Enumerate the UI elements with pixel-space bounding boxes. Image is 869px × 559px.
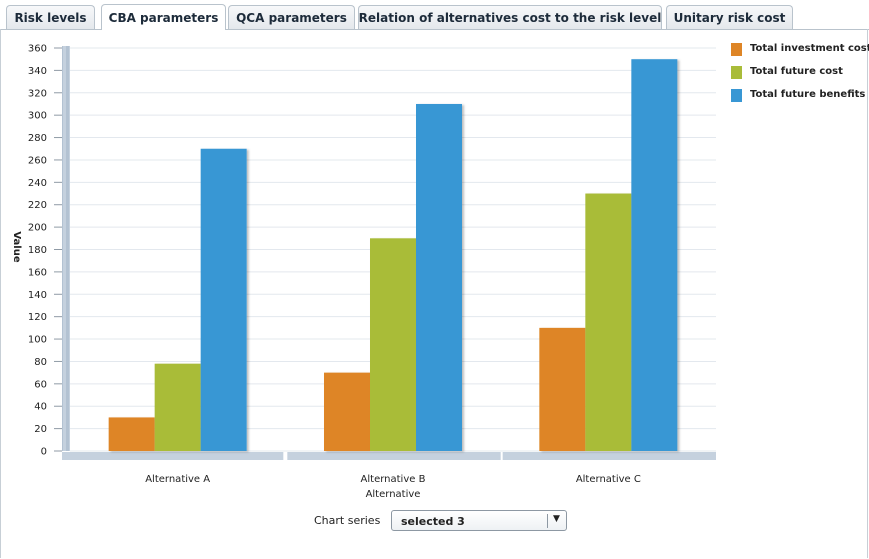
x-axis-segment (287, 452, 501, 460)
y-tick-label: 100 (28, 335, 47, 346)
legend-swatch (731, 43, 742, 56)
y-tick-label: 340 (28, 66, 47, 77)
chevron-down-icon[interactable]: ▼ (553, 514, 560, 524)
chart-series-label: Chart series (314, 514, 381, 527)
dropdown-divider (547, 514, 548, 528)
legend-label: Total future cost (750, 66, 843, 77)
x-tick-label: Alternative A (145, 474, 210, 485)
tab-risk-levels[interactable]: Risk levels (6, 5, 95, 29)
x-axis-segment (502, 452, 716, 460)
bar (416, 103, 462, 451)
bar (585, 193, 632, 451)
y-tick-label: 200 (28, 223, 47, 234)
tab-unitary-risk-cost[interactable]: Unitary risk cost (666, 5, 793, 29)
y-tick-label: 120 (28, 312, 47, 323)
y-tick-label: 320 (28, 88, 47, 99)
chart-series-dropdown[interactable]: selected 3 ▼ (391, 510, 567, 531)
y-tick-label: 220 (28, 200, 47, 211)
y-tick-label: 160 (28, 267, 47, 278)
legend-label: Total investment cost (750, 43, 869, 54)
bar (539, 327, 586, 451)
bar (370, 238, 416, 451)
y-tick-label: 240 (28, 178, 47, 189)
legend-label: Total future benefits (750, 89, 866, 100)
bar (154, 363, 201, 451)
y-axis-title: Value (11, 231, 22, 262)
y-tick-label: 60 (34, 379, 47, 390)
y-tick-label: 300 (28, 111, 47, 122)
tab-relation-cost-risk[interactable]: Relation of alternatives cost to the ris… (358, 5, 662, 29)
x-axis-title: Alternative (366, 489, 421, 500)
tab-cba-parameters[interactable]: CBA parameters (101, 4, 226, 30)
x-tick-label: Alternative C (576, 474, 641, 485)
y-tick-label: 360 (28, 44, 47, 55)
y-axis (62, 46, 70, 451)
tab-bar: Risk levels CBA parameters QCA parameter… (0, 0, 869, 30)
bar (108, 417, 155, 451)
bar (200, 148, 247, 451)
y-tick-label: 20 (34, 424, 47, 435)
y-tick-label: 40 (34, 402, 47, 413)
x-tick-label: Alternative B (361, 474, 426, 485)
content-panel (0, 29, 868, 558)
y-tick-label: 0 (41, 447, 47, 458)
y-tick-label: 180 (28, 245, 47, 256)
y-tick-label: 140 (28, 290, 47, 301)
tab-bar-divider (0, 29, 869, 30)
y-tick-label: 80 (34, 357, 47, 368)
legend-swatch (731, 89, 742, 102)
y-tick-label: 280 (28, 133, 47, 144)
bar (631, 59, 678, 451)
y-tick-label: 260 (28, 155, 47, 166)
legend-swatch (731, 66, 742, 79)
bar (324, 372, 370, 451)
chart-series-value: selected 3 (401, 515, 465, 528)
tab-qca-parameters[interactable]: QCA parameters (228, 5, 355, 29)
x-axis-segment (62, 452, 284, 460)
